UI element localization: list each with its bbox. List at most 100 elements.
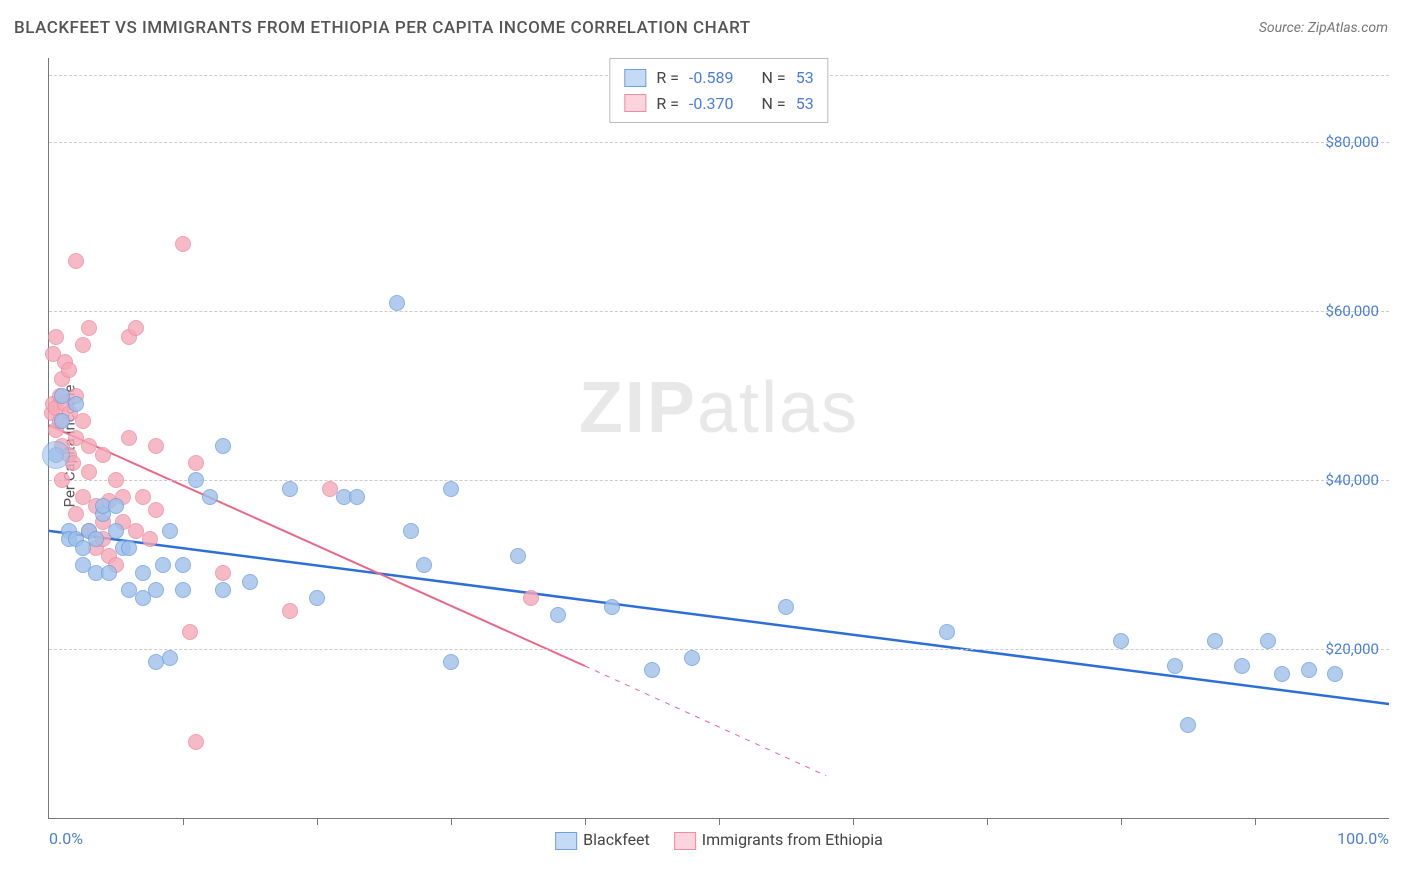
legend-swatch	[555, 832, 577, 850]
data-point	[443, 654, 459, 670]
n-value: 53	[796, 65, 814, 91]
r-label: R =	[656, 65, 679, 91]
data-point	[68, 396, 84, 412]
data-point	[1234, 658, 1250, 674]
data-point	[389, 295, 405, 311]
data-point	[604, 599, 620, 615]
data-point	[1113, 633, 1129, 649]
data-point	[175, 236, 191, 252]
data-point	[108, 498, 124, 514]
data-point	[175, 557, 191, 573]
data-point	[148, 502, 164, 518]
data-point	[48, 329, 64, 345]
data-point	[162, 523, 178, 539]
data-point	[135, 565, 151, 581]
data-point	[88, 531, 104, 547]
legend-stats-row: R = -0.370 N = 53	[624, 91, 813, 117]
data-point	[282, 481, 298, 497]
x-axis-min-label: 0.0%	[49, 829, 83, 848]
data-point	[81, 464, 97, 480]
data-point	[121, 430, 137, 446]
x-tick	[853, 818, 854, 825]
data-point	[403, 523, 419, 539]
data-point	[188, 472, 204, 488]
x-axis-max-label: 100.0%	[1337, 829, 1389, 848]
source-credit: Source: ZipAtlas.com	[1259, 20, 1388, 36]
data-point	[121, 540, 137, 556]
n-label: N =	[762, 91, 786, 117]
legend-swatch	[624, 94, 646, 112]
data-point	[1167, 658, 1183, 674]
legend-series: Blackfeet Immigrants from Ethiopia	[555, 830, 883, 850]
data-point	[128, 320, 144, 336]
x-tick	[1255, 818, 1256, 825]
data-point	[68, 253, 84, 269]
legend-stats: R = -0.589 N = 53 R = -0.370 N = 53	[609, 58, 828, 123]
legend-label: Blackfeet	[583, 830, 650, 849]
chart-container: BLACKFEET VS IMMIGRANTS FROM ETHIOPIA PE…	[0, 0, 1406, 892]
data-point	[1180, 717, 1196, 733]
y-tick-label: $80,000	[1325, 133, 1379, 151]
gridline	[49, 480, 1389, 481]
data-point	[215, 438, 231, 454]
legend-item: Blackfeet	[555, 830, 650, 850]
data-point	[155, 557, 171, 573]
x-tick	[183, 818, 184, 825]
chart-title: BLACKFEET VS IMMIGRANTS FROM ETHIOPIA PE…	[14, 18, 751, 38]
y-tick-label: $40,000	[1325, 471, 1379, 489]
x-tick	[317, 818, 318, 825]
x-tick	[451, 818, 452, 825]
data-point	[523, 590, 539, 606]
data-point	[148, 582, 164, 598]
data-point	[644, 662, 660, 678]
legend-swatch	[624, 69, 646, 87]
data-point	[1274, 666, 1290, 682]
data-point	[215, 582, 231, 598]
data-point	[242, 574, 258, 590]
watermark-zip: ZIP	[579, 368, 697, 448]
r-value: -0.370	[689, 91, 734, 117]
n-label: N =	[762, 65, 786, 91]
regression-line	[585, 666, 826, 776]
data-point	[939, 624, 955, 640]
data-point	[81, 320, 97, 336]
regression-line	[49, 531, 1389, 704]
x-tick	[719, 818, 720, 825]
x-tick	[987, 818, 988, 825]
legend-item: Immigrants from Ethiopia	[674, 830, 883, 850]
regression-lines	[49, 58, 1389, 818]
n-value: 53	[796, 91, 814, 117]
data-point	[215, 565, 231, 581]
data-point	[68, 506, 84, 522]
data-point-large	[42, 441, 70, 469]
legend-stats-row: R = -0.589 N = 53	[624, 65, 813, 91]
data-point	[510, 548, 526, 564]
gridline	[49, 649, 1389, 650]
data-point	[101, 565, 117, 581]
data-point	[95, 447, 111, 463]
data-point	[175, 582, 191, 598]
data-point	[108, 472, 124, 488]
data-point	[162, 650, 178, 666]
data-point	[1260, 633, 1276, 649]
legend-label: Immigrants from Ethiopia	[702, 830, 883, 849]
data-point	[443, 481, 459, 497]
data-point	[142, 531, 158, 547]
data-point	[182, 624, 198, 640]
watermark: ZIPatlas	[579, 367, 859, 449]
data-point	[550, 607, 566, 623]
data-point	[75, 413, 91, 429]
gridline	[49, 142, 1389, 143]
data-point	[684, 650, 700, 666]
plot-area: ZIPatlas R = -0.589 N = 53 R = -0.370 N …	[48, 58, 1389, 819]
data-point	[1327, 666, 1343, 682]
data-point	[1207, 633, 1223, 649]
data-point	[108, 523, 124, 539]
x-tick	[585, 818, 586, 825]
r-value: -0.589	[689, 65, 734, 91]
data-point	[188, 734, 204, 750]
x-tick	[1121, 818, 1122, 825]
data-point	[148, 438, 164, 454]
gridline	[49, 311, 1389, 312]
data-point	[54, 413, 70, 429]
